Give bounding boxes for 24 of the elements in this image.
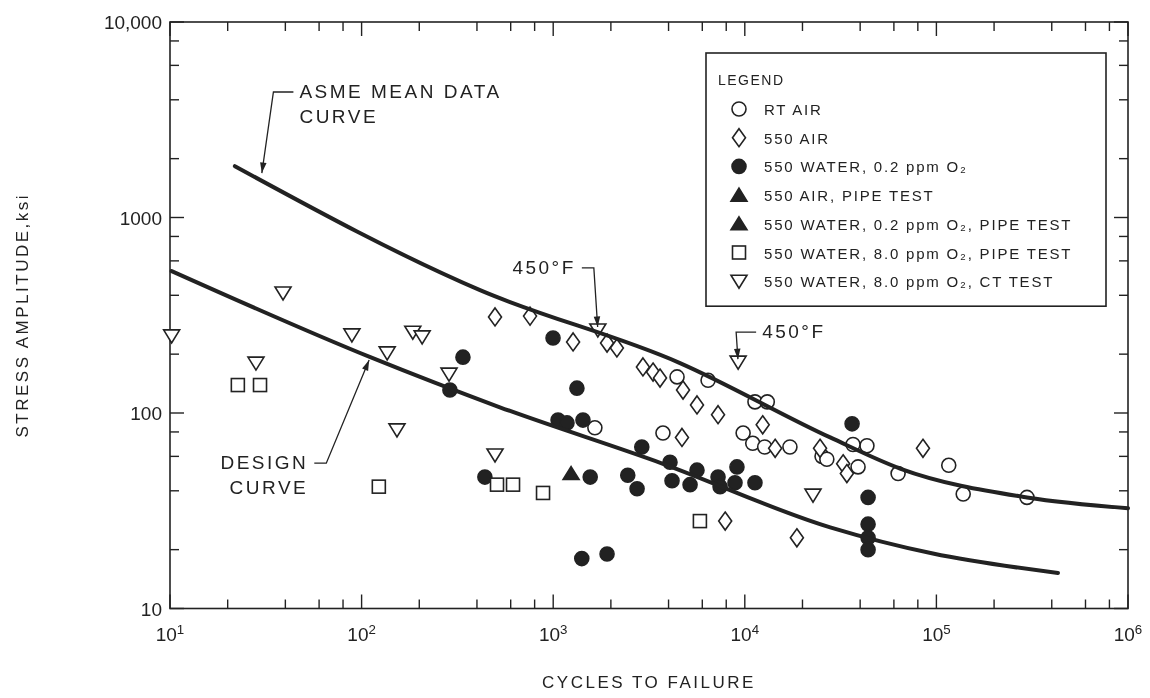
- legend-label: 550 WATER, 0.2 ppm O₂: [764, 158, 968, 176]
- annotation: ASME MEAN DATA CURVE: [299, 81, 502, 128]
- annotation: 450°F: [512, 256, 576, 278]
- y-tick-label: 10: [140, 598, 162, 620]
- legend-title: LEGEND: [718, 72, 785, 88]
- legend-label: RT AIR: [764, 101, 823, 118]
- legend-label: 550 AIR: [764, 129, 830, 147]
- y-tick-label: 1000: [119, 207, 162, 229]
- y-tick-label: 100: [130, 403, 162, 424]
- x-tick-label: 10$^{1}$: [155, 621, 185, 645]
- legend-label: 550 WATER, 0.2 ppm O₂, PIPE TEST: [764, 215, 1073, 233]
- annotation: DESIGN CURVE: [220, 452, 309, 499]
- x-tick-label: 10$^{5}$: [922, 621, 951, 645]
- legend-label: 550 WATER, 8.0 ppm O₂, PIPE TEST: [764, 244, 1073, 262]
- legend-label: 550 WATER, 8.0 ppm O₂, CT TEST: [764, 273, 1055, 291]
- x-tick-label: 10$^{2}$: [347, 621, 376, 645]
- x-tick-label: 10$^{6}$: [1113, 621, 1143, 645]
- x-tick-label: 10$^{3}$: [538, 621, 568, 645]
- x-axis-title: CYCLES TO FAILURE: [542, 673, 756, 692]
- legend-label: 550 AIR, PIPE TEST: [764, 187, 935, 205]
- y-tick-label: 10,000: [103, 12, 162, 33]
- annotation: 450°F: [762, 321, 826, 343]
- y-axis-title: STRESS AMPLITUDE,ksi: [13, 192, 32, 438]
- x-tick-label: 10$^{4}$: [730, 621, 760, 645]
